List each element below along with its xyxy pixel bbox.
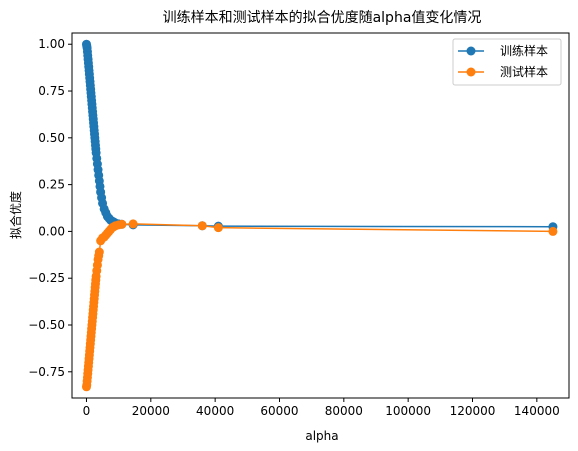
legend: 训练样本 测试样本 [452,38,562,86]
series-layer [81,39,558,392]
x-tick-label: 80000 [325,404,363,418]
legend-marker-train [466,46,476,56]
y-tick-label: 0.25 [38,178,65,192]
legend-marker-test [466,67,476,77]
y-tick-label: −0.50 [28,318,65,332]
y-tick-label: 0.00 [38,224,65,238]
x-tick-label: 100000 [385,404,431,418]
y-axis: −0.75 −0.50 −0.25 0.00 0.25 0.50 0.75 1.00 [28,37,72,379]
x-tick-label: 0 [83,404,91,418]
plot-area [71,32,570,399]
x-tick-label: 120000 [450,404,496,418]
x-tick-label: 40000 [196,404,234,418]
y-tick-label: −0.25 [28,271,65,285]
x-axis: 0 20000 40000 60000 80000 100000 120000 140000 [83,398,560,418]
data-point [197,221,207,231]
plot-frame [71,32,570,399]
x-tick-label: 60000 [260,404,298,418]
y-tick-label: 0.50 [38,131,65,145]
y-tick-label: 0.75 [38,84,65,98]
series-1 [81,219,558,392]
data-point [94,247,104,257]
legend-label-train: 训练样本 [500,43,548,58]
data-point [117,219,127,229]
data-point [128,219,138,229]
y-tick-label: 1.00 [38,37,65,51]
y-axis-title: 拟合优度 [8,191,23,239]
chart-title: 训练样本和测试样本的拟合优度随alpha值变化情况 [163,10,482,26]
data-point [548,226,558,236]
y-tick-label: −0.75 [28,365,65,379]
x-tick-label: 140000 [514,404,560,418]
x-axis-title: alpha [305,429,338,443]
data-point [213,223,223,233]
x-tick-label: 20000 [132,404,170,418]
legend-label-test: 测试样本 [500,64,548,79]
